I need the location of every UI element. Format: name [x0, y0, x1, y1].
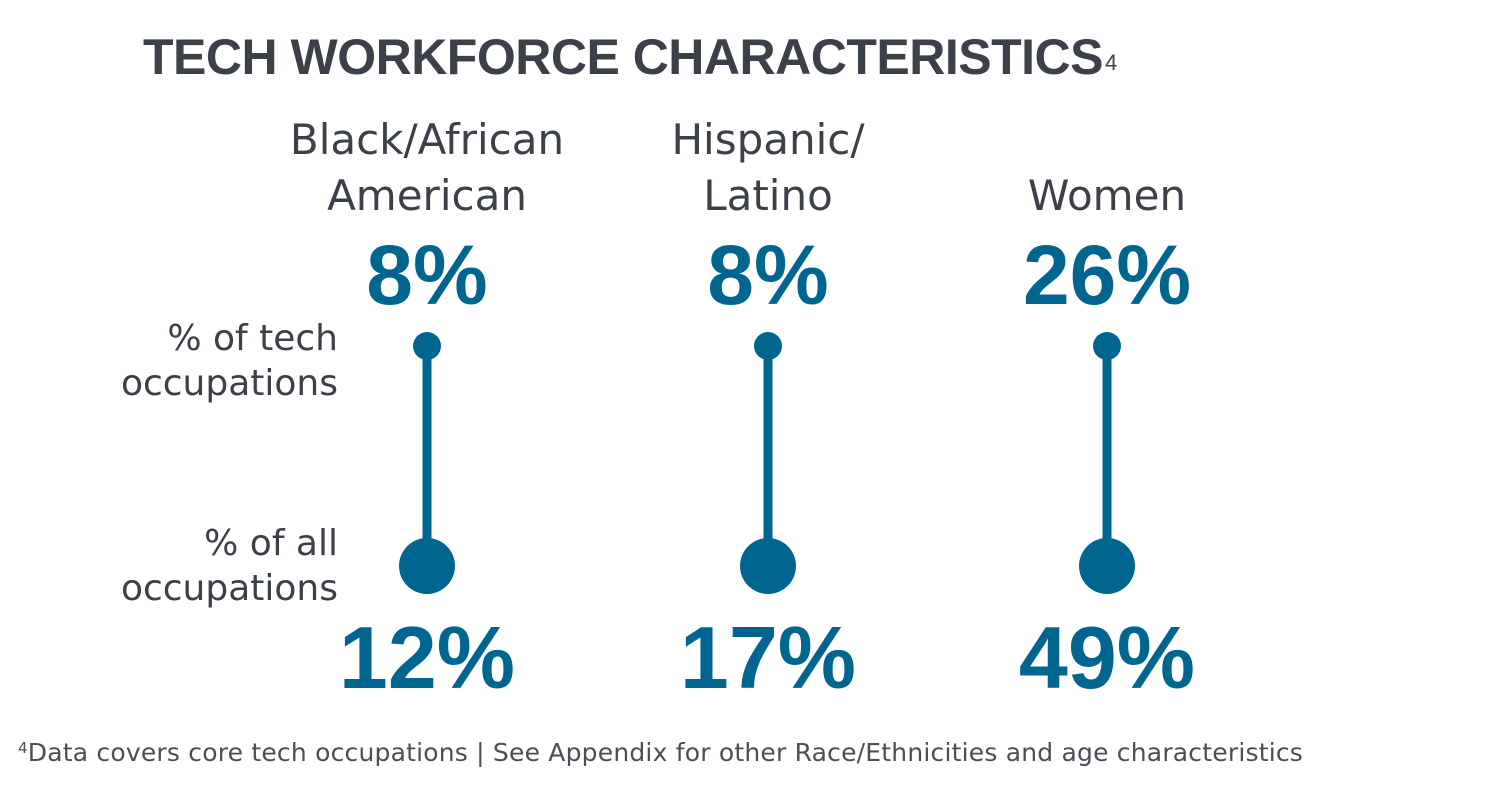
row-label-tech-line-2: occupations [121, 363, 338, 404]
all-value-label-women: 49% [1019, 608, 1195, 707]
title-text: TECH WORKFORCE CHARACTERISTICS [143, 29, 1103, 85]
tech-value-label-black-african-american: 8% [366, 228, 487, 322]
title-footnote-marker: 4 [1104, 50, 1117, 75]
category-name-black-african-american-line-1: Black/African [290, 115, 564, 164]
tech-dot-black-african-american [413, 332, 441, 360]
tech-dot-women [1093, 332, 1121, 360]
footnote-marker: 4 [18, 739, 28, 757]
tech-value-label-hispanic-latino: 8% [707, 228, 828, 322]
category-name-hispanic-latino-line-2: Latino [703, 171, 833, 220]
row-label-tech-line-1: % of tech [167, 318, 338, 359]
all-dot-women [1079, 538, 1135, 594]
all-dot-black-african-american [399, 538, 455, 594]
tech-value-label-women: 26% [1023, 228, 1191, 322]
all-dot-hispanic-latino [740, 538, 796, 594]
category-name-black-african-american-line-2: American [327, 171, 527, 220]
category-name-hispanic-latino-line-1: Hispanic/ [671, 115, 865, 164]
category-name-women-line-1: Women [1028, 171, 1186, 220]
tech-dot-hispanic-latino [754, 332, 782, 360]
footnote: 4Data covers core tech occupations | See… [18, 738, 1303, 767]
all-value-label-black-african-american: 12% [339, 608, 515, 707]
row-label-all-line-2: occupations [121, 568, 338, 609]
row-label-all-line-1: % of all [204, 523, 338, 564]
footnote-text: Data covers core tech occupations | See … [27, 738, 1304, 767]
page-title: TECH WORKFORCE CHARACTERISTICS4 [143, 22, 1117, 92]
all-value-label-hispanic-latino: 17% [680, 608, 856, 707]
